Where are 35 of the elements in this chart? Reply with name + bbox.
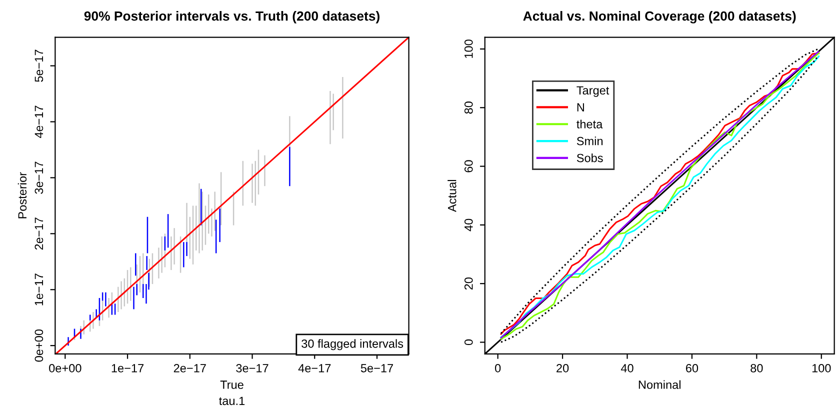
annotation: 30 flagged intervals xyxy=(302,339,404,350)
y-tick-label: 2e−17 xyxy=(34,218,44,250)
y-tick-label: 5e−17 xyxy=(34,50,44,82)
legend-label: Smin xyxy=(576,136,603,146)
chart-title: Actual vs. Nominal Coverage (200 datasets) xyxy=(523,11,796,24)
x-tick-label: 40 xyxy=(620,364,634,372)
x-tick-label: 80 xyxy=(750,364,763,372)
x-tick-label: 4e−17 xyxy=(298,364,331,372)
y-tick-label: 1e−17 xyxy=(34,274,44,306)
x-tick-label: 0 xyxy=(495,364,501,372)
x-tick-label: 2e−17 xyxy=(174,364,206,372)
legend-label: Sobs xyxy=(576,154,603,162)
legend-label: theta xyxy=(576,120,603,128)
y-tick-label: 80 xyxy=(464,102,473,114)
y-tick-label: 60 xyxy=(464,160,473,172)
y-tick-label: 0 xyxy=(464,339,473,346)
y-axis-title: Actual xyxy=(448,180,456,212)
x-axis-title: True tau.1 xyxy=(219,380,245,406)
x-tick-label: 3e−17 xyxy=(236,364,268,372)
x-axis-title: Nominal xyxy=(638,380,680,389)
x-tick-label: 100 xyxy=(812,364,831,372)
legend-label: N xyxy=(577,103,584,112)
y-axis-title: Posterior xyxy=(18,172,27,218)
x-tick-label: 0e+00 xyxy=(49,364,82,372)
x-tick-label: 60 xyxy=(686,364,698,372)
x-tick-label: 1e−17 xyxy=(112,364,144,372)
x-tick-label: 20 xyxy=(556,364,569,372)
y-tick-label: 40 xyxy=(464,218,473,232)
y-tick-label: 3e−17 xyxy=(34,162,44,194)
y-tick-label: 4e−17 xyxy=(34,106,44,138)
y-tick-label: 100 xyxy=(464,40,473,58)
x-tick-label: 5e−17 xyxy=(360,364,393,372)
chart-title: 90% Posterior intervals vs. Truth (200 datasets) xyxy=(84,11,380,24)
y-tick-label: 20 xyxy=(464,277,473,290)
legend-label: Target xyxy=(576,86,610,97)
